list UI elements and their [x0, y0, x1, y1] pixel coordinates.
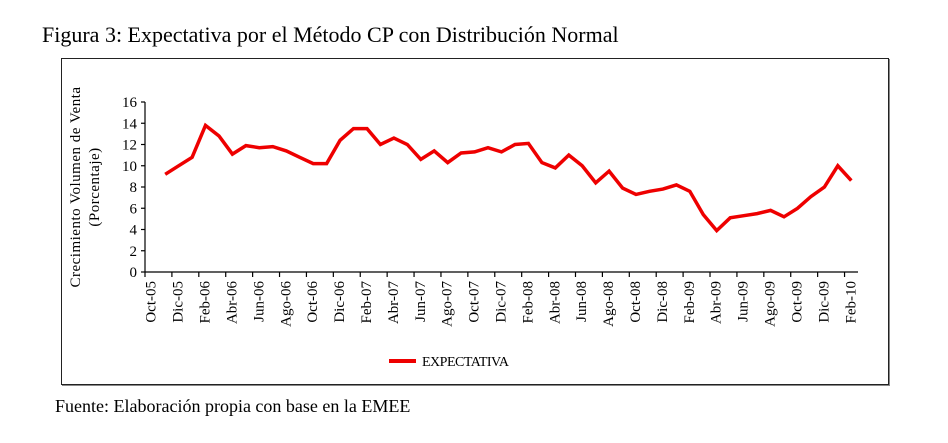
source-note: Fuente: Elaboración propia con base en l…	[55, 396, 411, 416]
x-tick-label: Oct-05	[144, 281, 160, 323]
y-tick-label: 10	[122, 159, 137, 175]
x-tick-label: Ago-06	[278, 281, 294, 327]
x-tick-label: Oct-06	[305, 281, 321, 323]
x-tick-label: Dic-09	[816, 281, 832, 323]
x-tick-label: Feb-06	[198, 281, 214, 324]
x-tick-label: Abr-07	[386, 281, 402, 325]
x-tick-label: Oct-08	[628, 281, 644, 323]
legend: EXPECTATIVA	[389, 355, 510, 370]
y-axis-label-line1: Crecimiento Volumen de Venta	[68, 86, 84, 287]
series-line-expectativa	[164, 122, 853, 234]
x-tick-label: Abr-08	[547, 281, 563, 324]
y-tick-label: 16	[122, 95, 138, 111]
x-tick-label: Feb-09	[682, 281, 698, 324]
x-tick-label: Jun-09	[736, 281, 752, 322]
x-tick-label: Dic-06	[332, 281, 348, 323]
y-tick-label: 4	[130, 223, 138, 239]
x-tick-label: Jun-08	[574, 281, 590, 322]
x-tick-label: Feb-07	[359, 281, 375, 324]
y-tick-label: 8	[130, 180, 138, 196]
x-tick-label: Oct-09	[789, 281, 805, 323]
chart-frame	[61, 58, 889, 385]
x-tick-label: Ago-09	[763, 281, 779, 327]
legend-label-expectativa: EXPECTATIVA	[422, 355, 510, 370]
series-group	[164, 122, 853, 234]
figure-title: Figura 3: Expectativa por el Método CP c…	[42, 22, 619, 47]
y-tick-label: 0	[130, 265, 138, 281]
y-axis-label-line2: (Porcentaje)	[87, 147, 103, 226]
x-tick-label: Feb-08	[520, 281, 536, 324]
x-tick-label: Ago-08	[601, 281, 617, 327]
y-tick-label: 14	[122, 116, 138, 132]
x-tick-label: Dic-08	[655, 281, 671, 323]
x-tick-label: Oct-07	[467, 281, 483, 323]
y-tick-label: 6	[130, 201, 138, 217]
x-axis: Oct-05 Dic-05 Feb-06 Abr-06 Jun-06 Ago-06 Oct-…	[144, 271, 859, 327]
y-axis-label: Crecimiento Volumen de Venta (Porcentaje…	[68, 86, 103, 287]
x-tick-label: Dic-07	[494, 281, 510, 323]
x-tick-label: Feb-10	[843, 281, 859, 324]
x-tick-label: Ago-07	[440, 281, 456, 327]
x-tick-label: Abr-06	[224, 281, 240, 325]
y-axis: 0 2 4 6 8 10 12 14 16	[122, 95, 146, 281]
y-tick-label: 2	[130, 244, 138, 260]
x-tick-label: Dic-05	[171, 281, 187, 323]
x-tick-label: Jun-06	[251, 281, 267, 322]
x-tick-label: Abr-09	[709, 281, 725, 324]
y-tick-label: 12	[122, 138, 137, 154]
x-tick-label: Jun-07	[413, 281, 429, 322]
